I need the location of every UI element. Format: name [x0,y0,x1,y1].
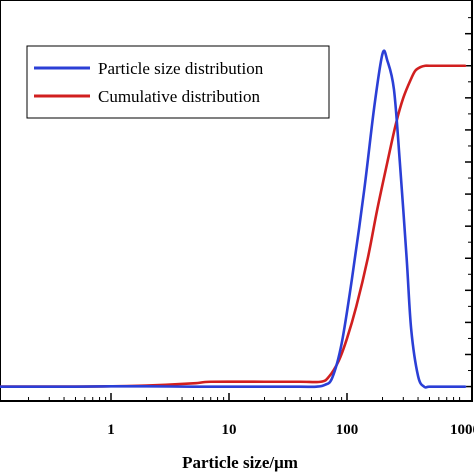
right-axis-ticks [465,17,472,388]
x-tick-label: 10 [222,422,237,438]
x-axis-title: Particle size/μm [182,453,298,472]
legend-box [26,45,330,119]
legend: Particle size distribution Cumulative di… [26,45,330,119]
legend-label-cumulative: Cumulative distribution [98,87,260,106]
x-tick-label: 1 [107,422,115,438]
plot-frame [0,0,473,402]
series-lines [0,49,467,389]
x-tick-label: 100 [336,422,359,438]
x-tick-labels: 1 10 100 1000 [107,422,474,438]
x-axis-ticks [28,393,461,401]
legend-label-psd: Particle size distribution [98,59,264,78]
x-tick-label: 1000 [450,422,474,438]
series-line-cumulative-distribution [0,64,467,388]
series-line-particle-size-distribution [0,49,467,389]
